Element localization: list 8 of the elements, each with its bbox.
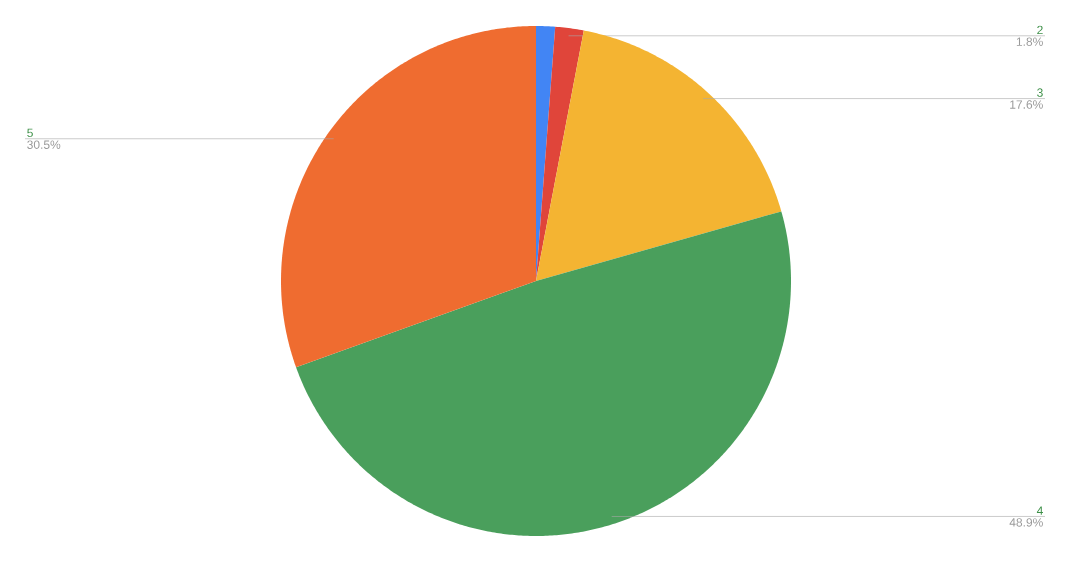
data-label: 48.9% [1009, 518, 1043, 527]
slice-label: 5 [27, 128, 33, 138]
slice-label: 3 [1037, 88, 1043, 97]
slice-label: 2 [1037, 25, 1043, 35]
data-label: 30.5% [27, 140, 61, 149]
data-label: 1.8% [1016, 37, 1043, 46]
slice-label: 4 [1036, 506, 1043, 515]
data-label: 17.6% [1010, 100, 1043, 109]
